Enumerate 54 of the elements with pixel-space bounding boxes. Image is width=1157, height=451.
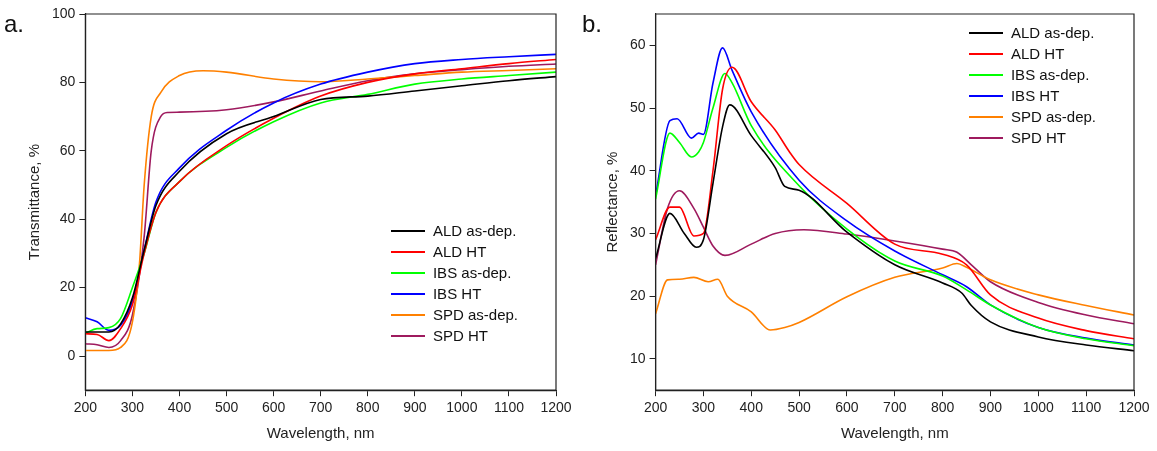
x-tick-label: 900 bbox=[978, 399, 1003, 416]
x-tick-label: 1100 bbox=[1071, 399, 1102, 416]
y-tick-label: 100 bbox=[52, 4, 76, 21]
line-series bbox=[655, 190, 1134, 325]
x-tick-label: 1200 bbox=[1118, 399, 1150, 416]
x-tick-label: 700 bbox=[883, 399, 907, 416]
x-tick-label: 400 bbox=[167, 399, 192, 416]
legend-label: SPD HT bbox=[1010, 129, 1066, 146]
x-tick-label: 200 bbox=[643, 399, 668, 416]
legend-label: IBS as-dep. bbox=[432, 264, 512, 281]
text: b. bbox=[582, 10, 603, 38]
x-tick-label: 800 bbox=[356, 399, 380, 416]
x-tick-label: 500 bbox=[787, 399, 811, 416]
legend-label: ALD HT bbox=[432, 243, 487, 260]
x-tick-label: 300 bbox=[691, 399, 716, 416]
x-tick-label: 200 bbox=[73, 399, 98, 416]
y-tick-label: 20 bbox=[59, 278, 76, 295]
x-tick-label: 900 bbox=[403, 399, 427, 416]
y-tick-label: 10 bbox=[629, 349, 646, 366]
legend-label: IBS as-dep. bbox=[1010, 66, 1090, 83]
legend-label: IBS HT bbox=[432, 285, 482, 302]
y-axis-title: Reflectance, % bbox=[603, 151, 621, 253]
x-axis-title: Wavelength, nm bbox=[840, 424, 949, 442]
y-tick-label: 40 bbox=[59, 210, 76, 227]
x-tick-label: 600 bbox=[261, 399, 286, 416]
y-tick-label: 50 bbox=[629, 98, 646, 115]
legend-label: SPD HT bbox=[432, 327, 488, 344]
y-tick-label: 40 bbox=[629, 161, 646, 178]
y-tick-label: 20 bbox=[629, 287, 646, 304]
legend-label: SPD as-dep. bbox=[1010, 108, 1096, 125]
line-series bbox=[655, 262, 1134, 331]
y-tick-label: 80 bbox=[59, 73, 76, 90]
x-tick-label: 400 bbox=[739, 399, 764, 416]
x-tick-label: 1000 bbox=[1022, 399, 1055, 416]
x-tick-label: 1000 bbox=[446, 399, 478, 416]
y-tick-label: 60 bbox=[59, 141, 76, 158]
legend-label: ALD HT bbox=[1010, 45, 1065, 62]
legend-label: ALD as-dep. bbox=[1010, 24, 1095, 41]
legend-label: ALD as-dep. bbox=[432, 222, 517, 239]
x-tick-label: 1100 bbox=[493, 399, 525, 416]
x-tick-label: 1200 bbox=[540, 399, 572, 416]
x-axis-title: Wavelength, nm bbox=[266, 424, 375, 442]
y-tick-label: 30 bbox=[629, 224, 646, 241]
text: a. bbox=[4, 10, 25, 38]
x-tick-label: 300 bbox=[120, 399, 145, 416]
y-tick-label: 60 bbox=[629, 36, 646, 53]
y-axis-title: Transmittance, % bbox=[25, 144, 43, 261]
x-tick-label: 600 bbox=[835, 399, 859, 416]
legend-label: SPD as-dep. bbox=[432, 306, 518, 323]
x-tick-label: 700 bbox=[309, 399, 333, 416]
x-tick-label: 800 bbox=[930, 399, 955, 416]
x-tick-label: 500 bbox=[214, 399, 239, 416]
legend-label: IBS HT bbox=[1010, 87, 1060, 104]
y-tick-label: 0 bbox=[67, 346, 76, 363]
